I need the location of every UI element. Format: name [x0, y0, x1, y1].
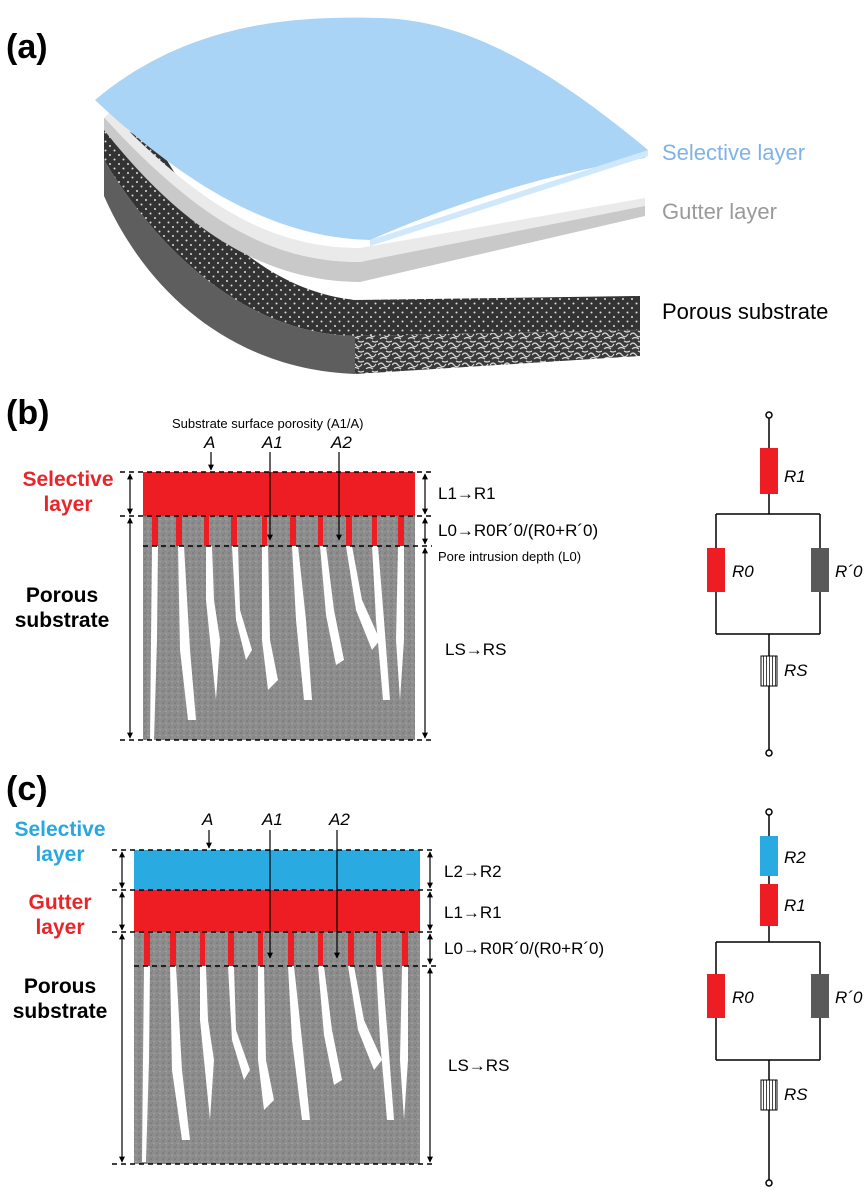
c-intrusion-zone: [134, 932, 420, 966]
b-intrusion-note: Pore intrusion depth (L0): [438, 549, 581, 564]
c-gutter-block: [134, 890, 420, 932]
b-length-l1: L1→R1: [438, 484, 496, 503]
selective-layer-shape: [95, 17, 648, 240]
b-substrate-title-1: Porous: [26, 584, 98, 607]
c-substrate-title-2: substrate: [13, 1000, 108, 1023]
c-resistor-r2: [760, 836, 778, 876]
b-selective-title-1: Selective: [22, 468, 113, 491]
c-intrusion-pores: [144, 932, 408, 966]
c-marker-arrows: [206, 830, 340, 959]
c-resistor-r1: [760, 884, 778, 926]
substrate-cut-face: [355, 330, 640, 374]
b-circuit: [707, 411, 829, 757]
c-selective-block: [134, 850, 420, 890]
b-resistor-r1: [760, 448, 778, 494]
panel-c: (c) Selective layer Gutter layer Porous …: [6, 770, 863, 1187]
c-length-l2: L2→R2: [444, 862, 502, 881]
b-porosity-note: Substrate surface porosity (A1/A): [172, 416, 363, 431]
b-circuit-rs: RS: [784, 661, 808, 680]
gutter-layer-top: [104, 112, 645, 262]
substrate-side: [104, 160, 355, 374]
b-length-ls: LS→RS: [445, 640, 506, 659]
b-intrusion-pores: [152, 516, 404, 546]
b-selective-block: [143, 472, 415, 516]
c-marker-a1: A1: [261, 810, 283, 829]
c-circuit-r2: R2: [784, 848, 806, 867]
b-circuit-r1: R1: [784, 467, 806, 486]
b-marker-a1: A1: [261, 433, 283, 452]
selective-layer-edge: [370, 150, 648, 246]
c-substrate-pores: [142, 966, 408, 1162]
b-marker-a: A: [203, 433, 215, 452]
panel-a-label: (a): [6, 28, 48, 66]
c-gutter-title-1: Gutter: [29, 891, 92, 914]
c-circuit-r0-prime: R´0: [835, 988, 863, 1007]
c-circuit-rs: RS: [784, 1085, 808, 1104]
c-circuit: [707, 808, 829, 1187]
panel-b-label: (b): [6, 394, 49, 432]
b-resistor-r0-prime: [811, 548, 829, 592]
b-resistor-rs: [760, 655, 778, 687]
c-length-l1: L1→R1: [444, 903, 502, 922]
b-marker-a2: A2: [330, 433, 352, 452]
c-guides: [112, 849, 436, 1165]
porous-substrate-label: Porous substrate: [662, 299, 828, 324]
b-circuit-r0-prime: R´0: [835, 562, 863, 581]
gutter-layer-shape: [104, 118, 645, 282]
b-guides: [120, 471, 432, 741]
c-circuit-r1: R1: [784, 896, 806, 915]
b-marker-arrows: [208, 452, 342, 541]
c-gutter-title-2: layer: [35, 916, 84, 939]
gutter-layer-label: Gutter layer: [662, 199, 777, 224]
substrate-slab: [104, 118, 640, 336]
b-substrate-pores: [150, 546, 404, 740]
c-length-l0: L0→R0R´0/(R0+R´0): [444, 939, 604, 958]
b-selective-title-2: layer: [43, 493, 92, 516]
panel-b: (b) Selective layer Porous substrate Sub…: [6, 394, 863, 757]
b-resistor-r0: [707, 548, 725, 592]
b-circuit-r0: R0: [732, 562, 754, 581]
b-length-l0: L0→R0R´0/(R0+R´0): [438, 521, 598, 540]
c-circuit-r0: R0: [732, 988, 754, 1007]
panel-c-label: (c): [6, 770, 48, 808]
c-marker-a: A: [201, 810, 213, 829]
c-selective-title-2: layer: [35, 843, 84, 866]
panel-a: (a) Selective layer Gutter layer Porous …: [6, 17, 828, 374]
c-resistor-rs: [760, 1079, 778, 1111]
c-resistor-r0-prime: [811, 974, 829, 1018]
b-intrusion-zone: [143, 516, 415, 546]
c-length-ls: LS→RS: [448, 1056, 509, 1075]
b-substrate-title-2: substrate: [15, 609, 110, 632]
c-resistor-r0: [707, 974, 725, 1018]
c-selective-title-1: Selective: [14, 818, 105, 841]
c-marker-a2: A2: [328, 810, 350, 829]
selective-layer-label: Selective layer: [662, 140, 805, 165]
c-substrate-title-1: Porous: [24, 975, 96, 998]
